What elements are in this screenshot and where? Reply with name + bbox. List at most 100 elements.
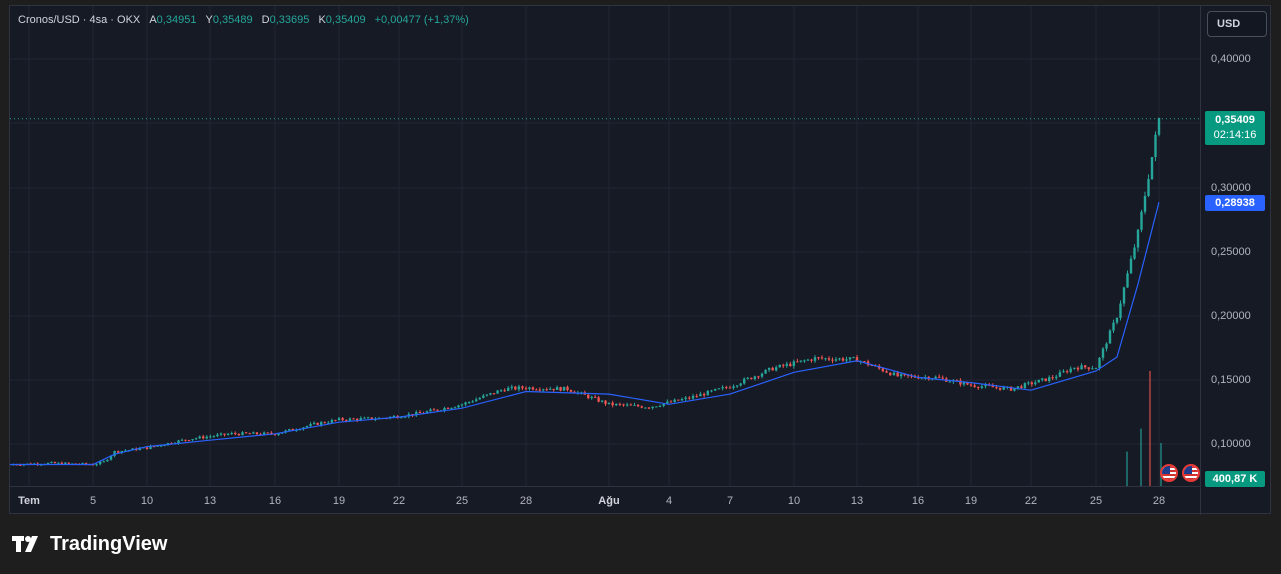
price-tick: 0,40000 (1211, 53, 1251, 65)
candle-body (691, 395, 695, 399)
candle-body (555, 387, 559, 391)
candle-body (1126, 273, 1129, 288)
candle-body (710, 390, 713, 392)
time-label: 10 (787, 495, 801, 507)
price-axis[interactable] (1200, 6, 1272, 515)
candle-body (739, 383, 742, 386)
candle-body (64, 462, 67, 465)
candle-body (503, 390, 506, 392)
candle-body (644, 407, 647, 409)
candle-body (209, 436, 212, 438)
candle-body (559, 387, 562, 391)
candle-body (1140, 211, 1143, 230)
candle-body (855, 357, 859, 362)
candle-body (323, 422, 326, 424)
candle-body (223, 433, 226, 435)
candle-body (482, 395, 485, 398)
candle-body (806, 359, 810, 361)
candle-body (152, 446, 156, 448)
volume-bar (1126, 451, 1128, 486)
candle-body (400, 417, 403, 419)
candle-body (330, 419, 334, 423)
price-tick: 0,10000 (1211, 438, 1251, 450)
candle-body (863, 361, 866, 363)
candle-body (778, 364, 781, 368)
candle-body (436, 409, 439, 411)
candle-body (288, 429, 291, 431)
candle-body (607, 402, 611, 404)
candle-body (259, 434, 262, 436)
candle-body (1150, 157, 1154, 180)
candle-body (475, 399, 478, 402)
candle-body (896, 372, 899, 377)
candle-body (885, 371, 888, 373)
candle-body (277, 433, 280, 436)
candle-body (590, 396, 593, 399)
time-label: 25 (1089, 495, 1103, 507)
candle-body (216, 434, 219, 437)
candle-body (219, 433, 223, 435)
candle-body (50, 462, 53, 464)
candle-body (910, 375, 913, 377)
candle-body (316, 422, 319, 425)
candle-body (418, 412, 422, 414)
time-axis[interactable] (10, 486, 1200, 515)
candle-body (517, 386, 521, 390)
price-tick: 0,20000 (1211, 310, 1251, 322)
candle-body (881, 368, 885, 372)
candle-body (699, 393, 702, 397)
candle-body (489, 393, 492, 395)
candle-body (604, 400, 607, 404)
time-label: 28 (519, 495, 533, 507)
candle-body (514, 386, 517, 390)
candle-body (450, 407, 453, 409)
candle-body (1112, 322, 1115, 331)
time-label: 19 (332, 495, 346, 507)
candle-body (535, 389, 538, 391)
candle-body (948, 381, 951, 383)
candle-body (1133, 247, 1136, 259)
candle-body (312, 422, 316, 424)
candle-body (566, 386, 569, 391)
candle-body (241, 432, 244, 436)
candle-body (725, 387, 728, 389)
time-label: 25 (455, 495, 469, 507)
last-price: 0,35409 (1215, 114, 1255, 126)
currency-button[interactable]: USD (1207, 11, 1267, 37)
time-label: 10 (140, 495, 154, 507)
candle-body (771, 367, 774, 371)
candle-body (651, 406, 654, 409)
candle-body (633, 404, 636, 406)
price-chart[interactable] (10, 6, 1200, 486)
candle-body (827, 358, 831, 360)
candle-body (1027, 382, 1030, 384)
legend-close-label: K (318, 14, 326, 26)
candle-body (743, 378, 746, 384)
us-flag-event-icon[interactable] (1160, 464, 1178, 482)
tradingview-logo[interactable]: TradingView (12, 532, 167, 556)
candle-body (145, 447, 149, 449)
candle-body (980, 386, 984, 388)
us-flag-event-icon[interactable] (1182, 464, 1200, 482)
candle-body (717, 388, 721, 390)
candle-body (280, 432, 284, 434)
candle-body (84, 463, 88, 465)
candle-body (702, 393, 706, 396)
candle-body (531, 387, 535, 390)
ma-line (10, 201, 1160, 466)
candle-body (1030, 382, 1034, 385)
candle-body (813, 357, 817, 361)
candle-body (688, 397, 691, 399)
candle-body (991, 385, 995, 388)
candle-body (226, 434, 230, 436)
candle-body (1044, 378, 1047, 382)
candle-body (131, 448, 134, 451)
candle-body (785, 363, 788, 366)
candle-body (870, 365, 873, 367)
candle-body (969, 384, 973, 386)
candle-body (521, 386, 524, 389)
candle-body (764, 369, 767, 374)
candle-body (995, 387, 998, 389)
candle-body (198, 436, 201, 439)
time-label: 4 (665, 495, 673, 507)
